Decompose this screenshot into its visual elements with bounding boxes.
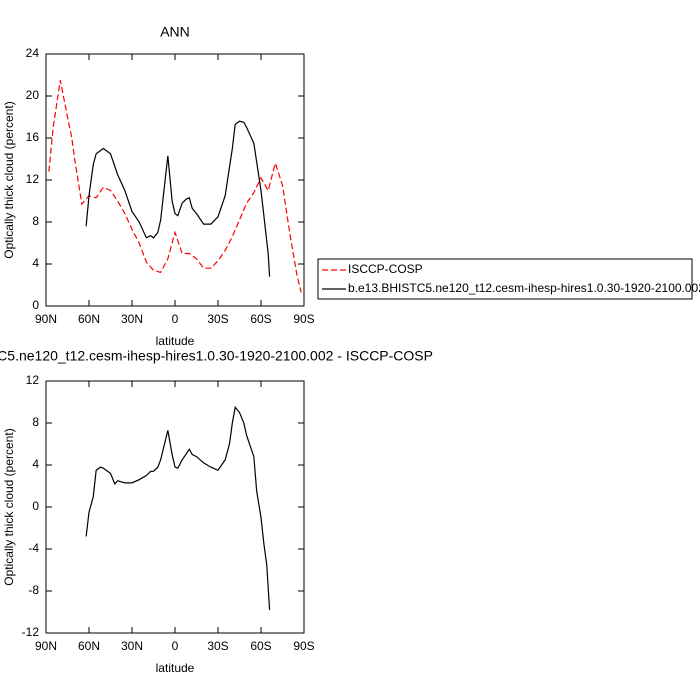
x-tick-label: 90S — [293, 312, 314, 326]
y-tick-label: 4 — [32, 256, 39, 270]
y-tick-label: 8 — [32, 214, 39, 228]
y-tick-label: 0 — [32, 499, 39, 513]
chart-title: ANN — [160, 24, 190, 40]
x-tick-label: 30N — [121, 312, 143, 326]
x-axis-label: latitude — [156, 661, 195, 675]
legend-label: ISCCP-COSP — [348, 262, 423, 276]
x-tick-label: 30S — [207, 639, 228, 653]
data-line — [48, 80, 302, 293]
x-axis-label: latitude — [156, 334, 195, 348]
y-axis-label: Optically thick cloud (percent) — [2, 101, 16, 258]
plot-frame — [45, 380, 305, 634]
data-line — [85, 405, 271, 610]
x-tick-label: 90S — [293, 639, 314, 653]
x-tick-label: 60N — [78, 639, 100, 653]
x-tick-label: 90N — [35, 312, 57, 326]
y-tick-label: 12 — [26, 172, 40, 186]
x-tick-label: 30N — [121, 639, 143, 653]
y-tick-label: 4 — [32, 457, 39, 471]
x-tick-label: 60N — [78, 312, 100, 326]
y-tick-label: 20 — [26, 88, 40, 102]
x-tick-label: 90N — [35, 639, 57, 653]
x-tick-label: 0 — [172, 639, 179, 653]
y-tick-label: -12 — [22, 625, 40, 639]
x-tick-label: 0 — [172, 312, 179, 326]
data-line — [85, 120, 271, 277]
y-tick-label: -8 — [28, 583, 39, 597]
plot-frame — [45, 53, 305, 307]
y-tick-label: -4 — [28, 541, 39, 555]
y-tick-label: 12 — [26, 373, 40, 387]
y-tick-label: 16 — [26, 130, 40, 144]
legend-box — [317, 258, 693, 300]
x-tick-label: 60S — [250, 312, 271, 326]
y-tick-label: 24 — [26, 46, 40, 60]
x-tick-label: 30S — [207, 312, 228, 326]
chart-title: b.e13.BHISTC5.ne120_t12.cesm-ihesp-hires… — [0, 348, 433, 364]
x-tick-label: 60S — [250, 639, 271, 653]
y-tick-label: 8 — [32, 415, 39, 429]
y-axis-label: Optically thick cloud (percent) — [2, 428, 16, 585]
y-tick-label: 0 — [32, 298, 39, 312]
legend-label: b.e13.BHISTC5.ne120_t12.cesm-ihesp-hires… — [348, 281, 700, 295]
